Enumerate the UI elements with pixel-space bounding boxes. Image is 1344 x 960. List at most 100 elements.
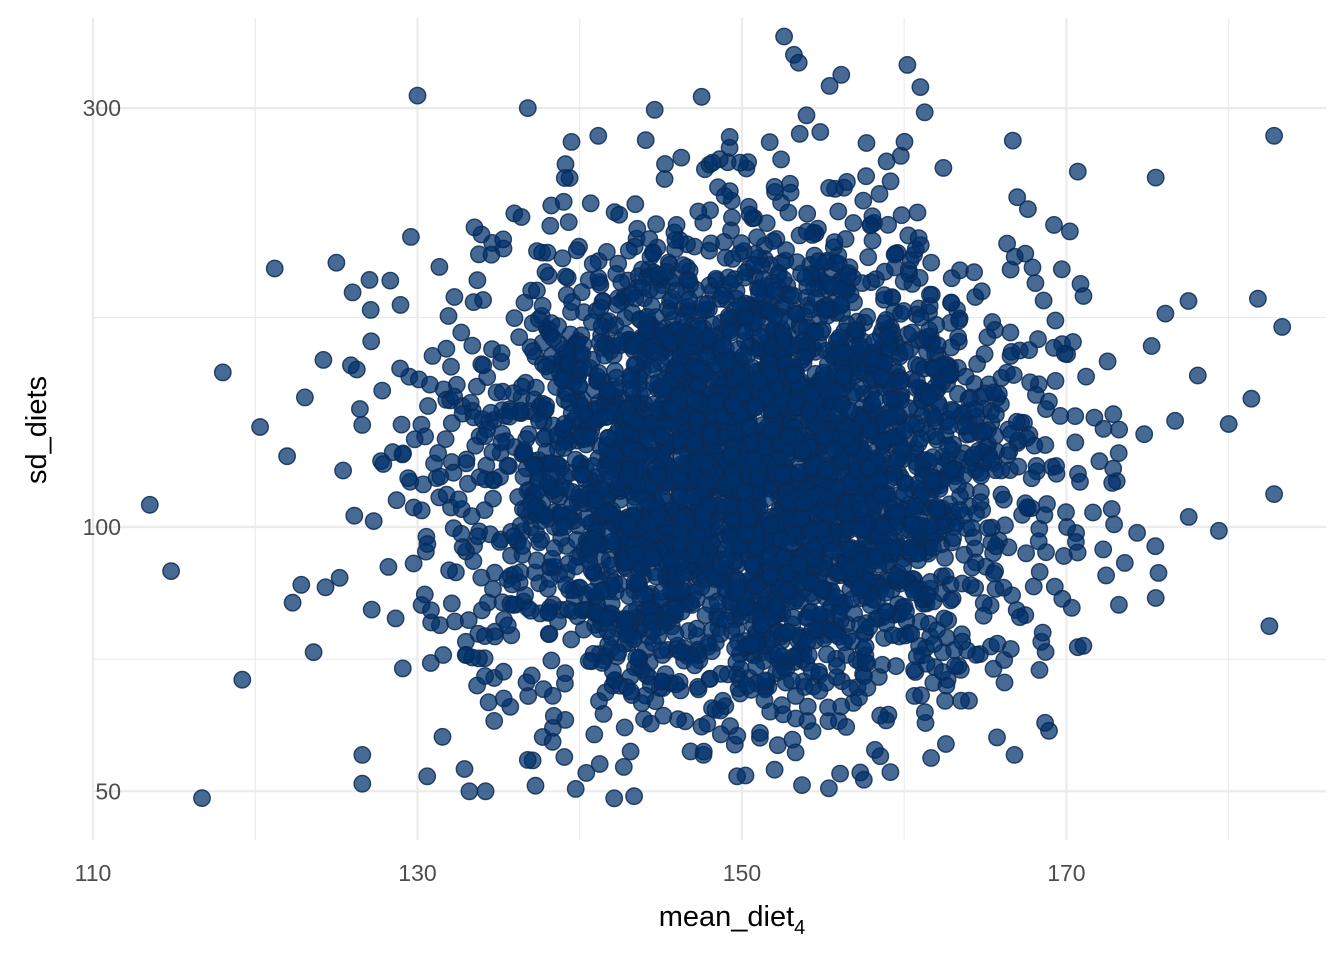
data-point — [877, 310, 896, 329]
data-point — [928, 500, 947, 519]
data-point — [414, 475, 433, 494]
data-point — [468, 527, 487, 546]
data-point — [590, 755, 609, 773]
data-point — [715, 186, 734, 205]
data-point — [772, 150, 790, 169]
data-point — [724, 471, 743, 490]
data-point — [436, 430, 455, 448]
data-point — [623, 337, 642, 355]
data-point — [562, 132, 581, 151]
data-point — [818, 645, 836, 664]
data-point — [875, 286, 894, 305]
data-point — [462, 507, 481, 525]
data-point — [748, 228, 766, 247]
data-point — [789, 53, 808, 72]
data-point — [542, 454, 561, 473]
data-point — [689, 202, 708, 221]
data-point — [825, 440, 844, 458]
data-point — [393, 659, 412, 678]
data-point — [193, 789, 211, 807]
data-point — [437, 339, 456, 358]
data-point — [830, 328, 849, 347]
data-point — [614, 758, 633, 776]
data-point — [292, 575, 311, 594]
data-point — [1045, 215, 1063, 234]
data-point — [479, 693, 498, 712]
data-point — [543, 686, 562, 705]
data-point — [876, 583, 895, 602]
data-point — [1071, 274, 1090, 293]
data-point — [429, 444, 447, 462]
data-point — [1135, 425, 1154, 444]
data-point — [927, 621, 946, 639]
data-point — [722, 445, 740, 464]
data-point — [621, 407, 640, 426]
data-point — [512, 208, 531, 226]
data-point — [911, 236, 930, 255]
data-point — [618, 467, 636, 486]
x-axis-title-subscript: 4 — [794, 917, 805, 939]
x-tick-label: 110 — [75, 860, 112, 886]
data-point — [645, 342, 664, 361]
y-axis-tick-labels: 50 100 300 — [83, 95, 121, 804]
data-point — [1036, 713, 1055, 732]
data-point — [666, 624, 685, 643]
data-point — [902, 514, 921, 533]
data-point — [897, 602, 915, 621]
data-point — [1066, 407, 1085, 425]
data-point — [779, 426, 798, 445]
data-point — [1046, 311, 1065, 330]
x-axis-tick-labels: 110 130 150 170 — [75, 860, 1086, 886]
data-point — [304, 643, 323, 662]
data-point — [753, 616, 772, 635]
y-tick-label: 100 — [83, 514, 121, 540]
data-point — [498, 456, 517, 475]
data-point — [475, 427, 494, 445]
data-point — [353, 774, 372, 793]
data-point — [1045, 338, 1063, 357]
data-point — [533, 296, 552, 315]
data-point — [644, 549, 663, 568]
x-tick-label: 130 — [398, 860, 436, 886]
data-point — [838, 172, 856, 191]
data-point — [1019, 200, 1037, 219]
data-point — [732, 234, 751, 253]
data-point — [1090, 452, 1109, 471]
data-point — [895, 132, 914, 151]
data-point — [890, 372, 909, 391]
data-point — [966, 553, 985, 572]
data-point — [1046, 371, 1065, 390]
data-point — [911, 308, 930, 327]
data-point — [736, 524, 755, 543]
data-point — [937, 735, 955, 753]
data-point — [361, 300, 380, 319]
data-point — [854, 191, 873, 210]
data-point — [583, 254, 602, 273]
data-point — [998, 234, 1016, 253]
data-point — [1001, 640, 1020, 658]
data-point — [873, 432, 892, 450]
data-point — [1026, 274, 1045, 292]
data-point — [557, 285, 576, 304]
data-point — [431, 467, 450, 486]
data-point — [974, 606, 993, 625]
data-point — [556, 711, 575, 729]
data-point — [1156, 304, 1175, 323]
data-point — [440, 561, 458, 580]
data-point — [703, 153, 722, 172]
data-point — [405, 430, 424, 449]
data-point — [594, 705, 613, 723]
data-point — [987, 405, 1005, 424]
data-point — [566, 780, 585, 798]
data-point — [792, 509, 811, 528]
data-point — [940, 364, 959, 383]
data-point — [373, 381, 392, 400]
data-point — [591, 298, 610, 317]
data-point — [622, 380, 641, 399]
data-point — [1068, 543, 1087, 562]
data-point — [692, 87, 711, 106]
data-point — [822, 542, 841, 560]
data-point — [330, 568, 349, 587]
data-point — [485, 712, 504, 730]
data-point — [1051, 406, 1070, 425]
